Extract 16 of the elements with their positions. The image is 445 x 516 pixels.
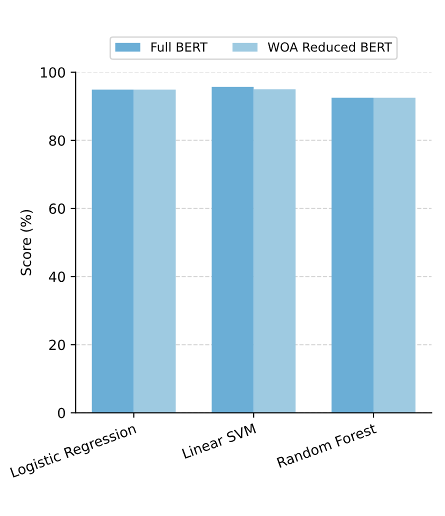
bar — [254, 89, 296, 413]
y-tick-label: 80 — [49, 135, 66, 146]
y-tick-label: 20 — [49, 340, 66, 350]
bar — [134, 90, 176, 413]
y-tick-label: 60 — [49, 203, 66, 214]
legend-label: WOA Reduced BERT — [268, 42, 392, 52]
x-tick-label: Linear SVM — [182, 422, 256, 459]
legend-label: Full BERT — [151, 42, 208, 52]
bar — [332, 98, 374, 413]
y-tick-label: 0 — [58, 408, 66, 418]
bar — [374, 98, 416, 413]
bar — [92, 90, 134, 413]
y-tick-label: 40 — [48, 272, 66, 282]
y-axis-title: Score (%) — [20, 210, 33, 276]
bar — [212, 86, 254, 413]
y-tick-label: 100 — [40, 67, 66, 78]
